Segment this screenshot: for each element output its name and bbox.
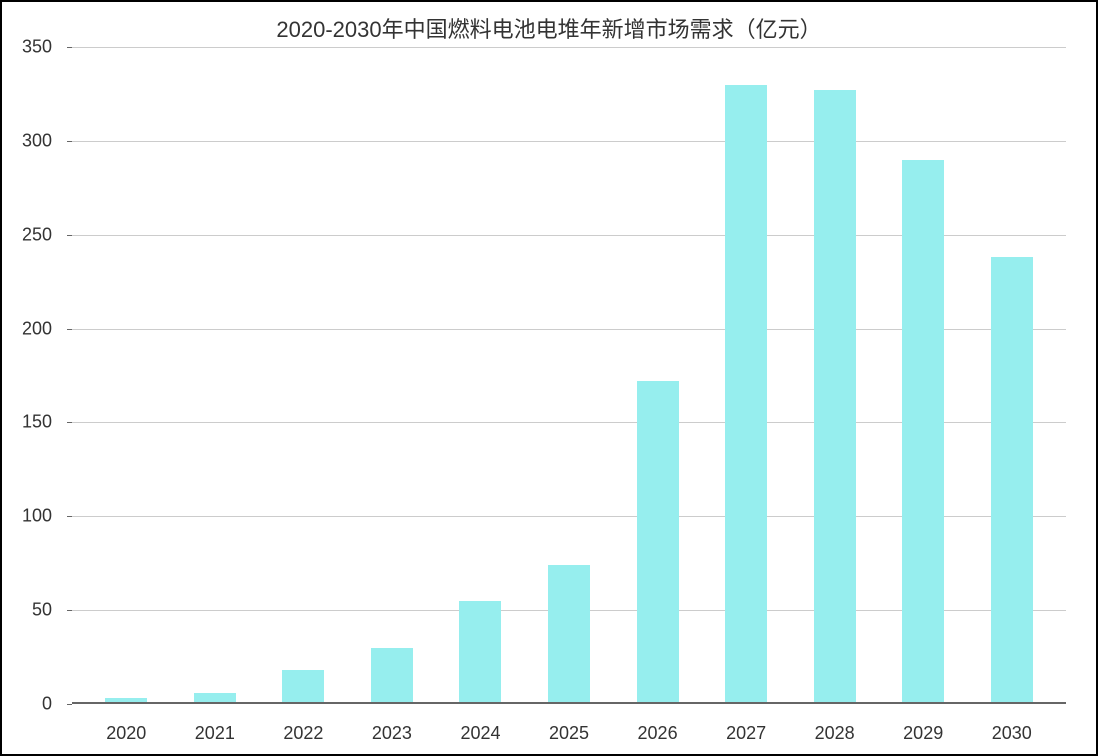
- y-tick-mark: [67, 235, 72, 236]
- x-axis-baseline: [72, 702, 1066, 704]
- bar: [371, 648, 413, 704]
- chart-container: 2020-2030年中国燃料电池电堆年新增市场需求（亿元） 0 50 100 150 2…: [0, 0, 1098, 756]
- bar: [282, 670, 324, 704]
- bars-region: [72, 47, 1066, 704]
- bar: [637, 381, 679, 704]
- y-tick-label: 350: [22, 37, 52, 58]
- x-tick-label: 2030: [967, 723, 1056, 744]
- y-tick-mark: [67, 422, 72, 423]
- bar: [814, 90, 856, 704]
- bar: [725, 85, 767, 704]
- bar-group: [613, 47, 702, 704]
- bar-group: [171, 47, 260, 704]
- x-tick-label: 2022: [259, 723, 348, 744]
- y-tick-label: 0: [42, 694, 52, 715]
- x-tick-label: 2028: [790, 723, 879, 744]
- bar-group: [967, 47, 1056, 704]
- bar-group: [525, 47, 614, 704]
- bar: [548, 565, 590, 704]
- bar: [902, 160, 944, 704]
- y-tick-mark: [67, 704, 72, 705]
- y-axis: 050100150200250300350: [2, 47, 62, 704]
- bar-group: [259, 47, 348, 704]
- y-tick-label: 300: [22, 130, 52, 151]
- y-tick-mark: [67, 516, 72, 517]
- bar: [991, 257, 1033, 704]
- x-tick-label: 2026: [613, 723, 702, 744]
- y-tick-mark: [67, 329, 72, 330]
- y-tick-mark: [67, 610, 72, 611]
- bar-group: [790, 47, 879, 704]
- plot-area: [72, 47, 1066, 704]
- y-tick-label: 200: [22, 318, 52, 339]
- x-tick-label: 2020: [82, 723, 171, 744]
- bar-group: [702, 47, 791, 704]
- bar: [459, 601, 501, 704]
- x-tick-label: 2023: [348, 723, 437, 744]
- y-tick-label: 150: [22, 412, 52, 433]
- y-tick-label: 100: [22, 506, 52, 527]
- y-tick-mark: [67, 141, 72, 142]
- bar-group: [436, 47, 525, 704]
- x-tick-label: 2021: [171, 723, 260, 744]
- y-tick-label: 250: [22, 224, 52, 245]
- x-axis: 2020202120222023202420252026202720282029…: [72, 723, 1066, 744]
- bar-group: [879, 47, 968, 704]
- x-tick-label: 2024: [436, 723, 525, 744]
- y-tick-label: 50: [32, 600, 52, 621]
- bar-group: [348, 47, 437, 704]
- x-tick-label: 2027: [702, 723, 791, 744]
- chart-title: 2020-2030年中国燃料电池电堆年新增市场需求（亿元）: [2, 12, 1096, 44]
- x-tick-label: 2025: [525, 723, 614, 744]
- x-tick-label: 2029: [879, 723, 968, 744]
- bar-group: [82, 47, 171, 704]
- y-tick-mark: [67, 47, 72, 48]
